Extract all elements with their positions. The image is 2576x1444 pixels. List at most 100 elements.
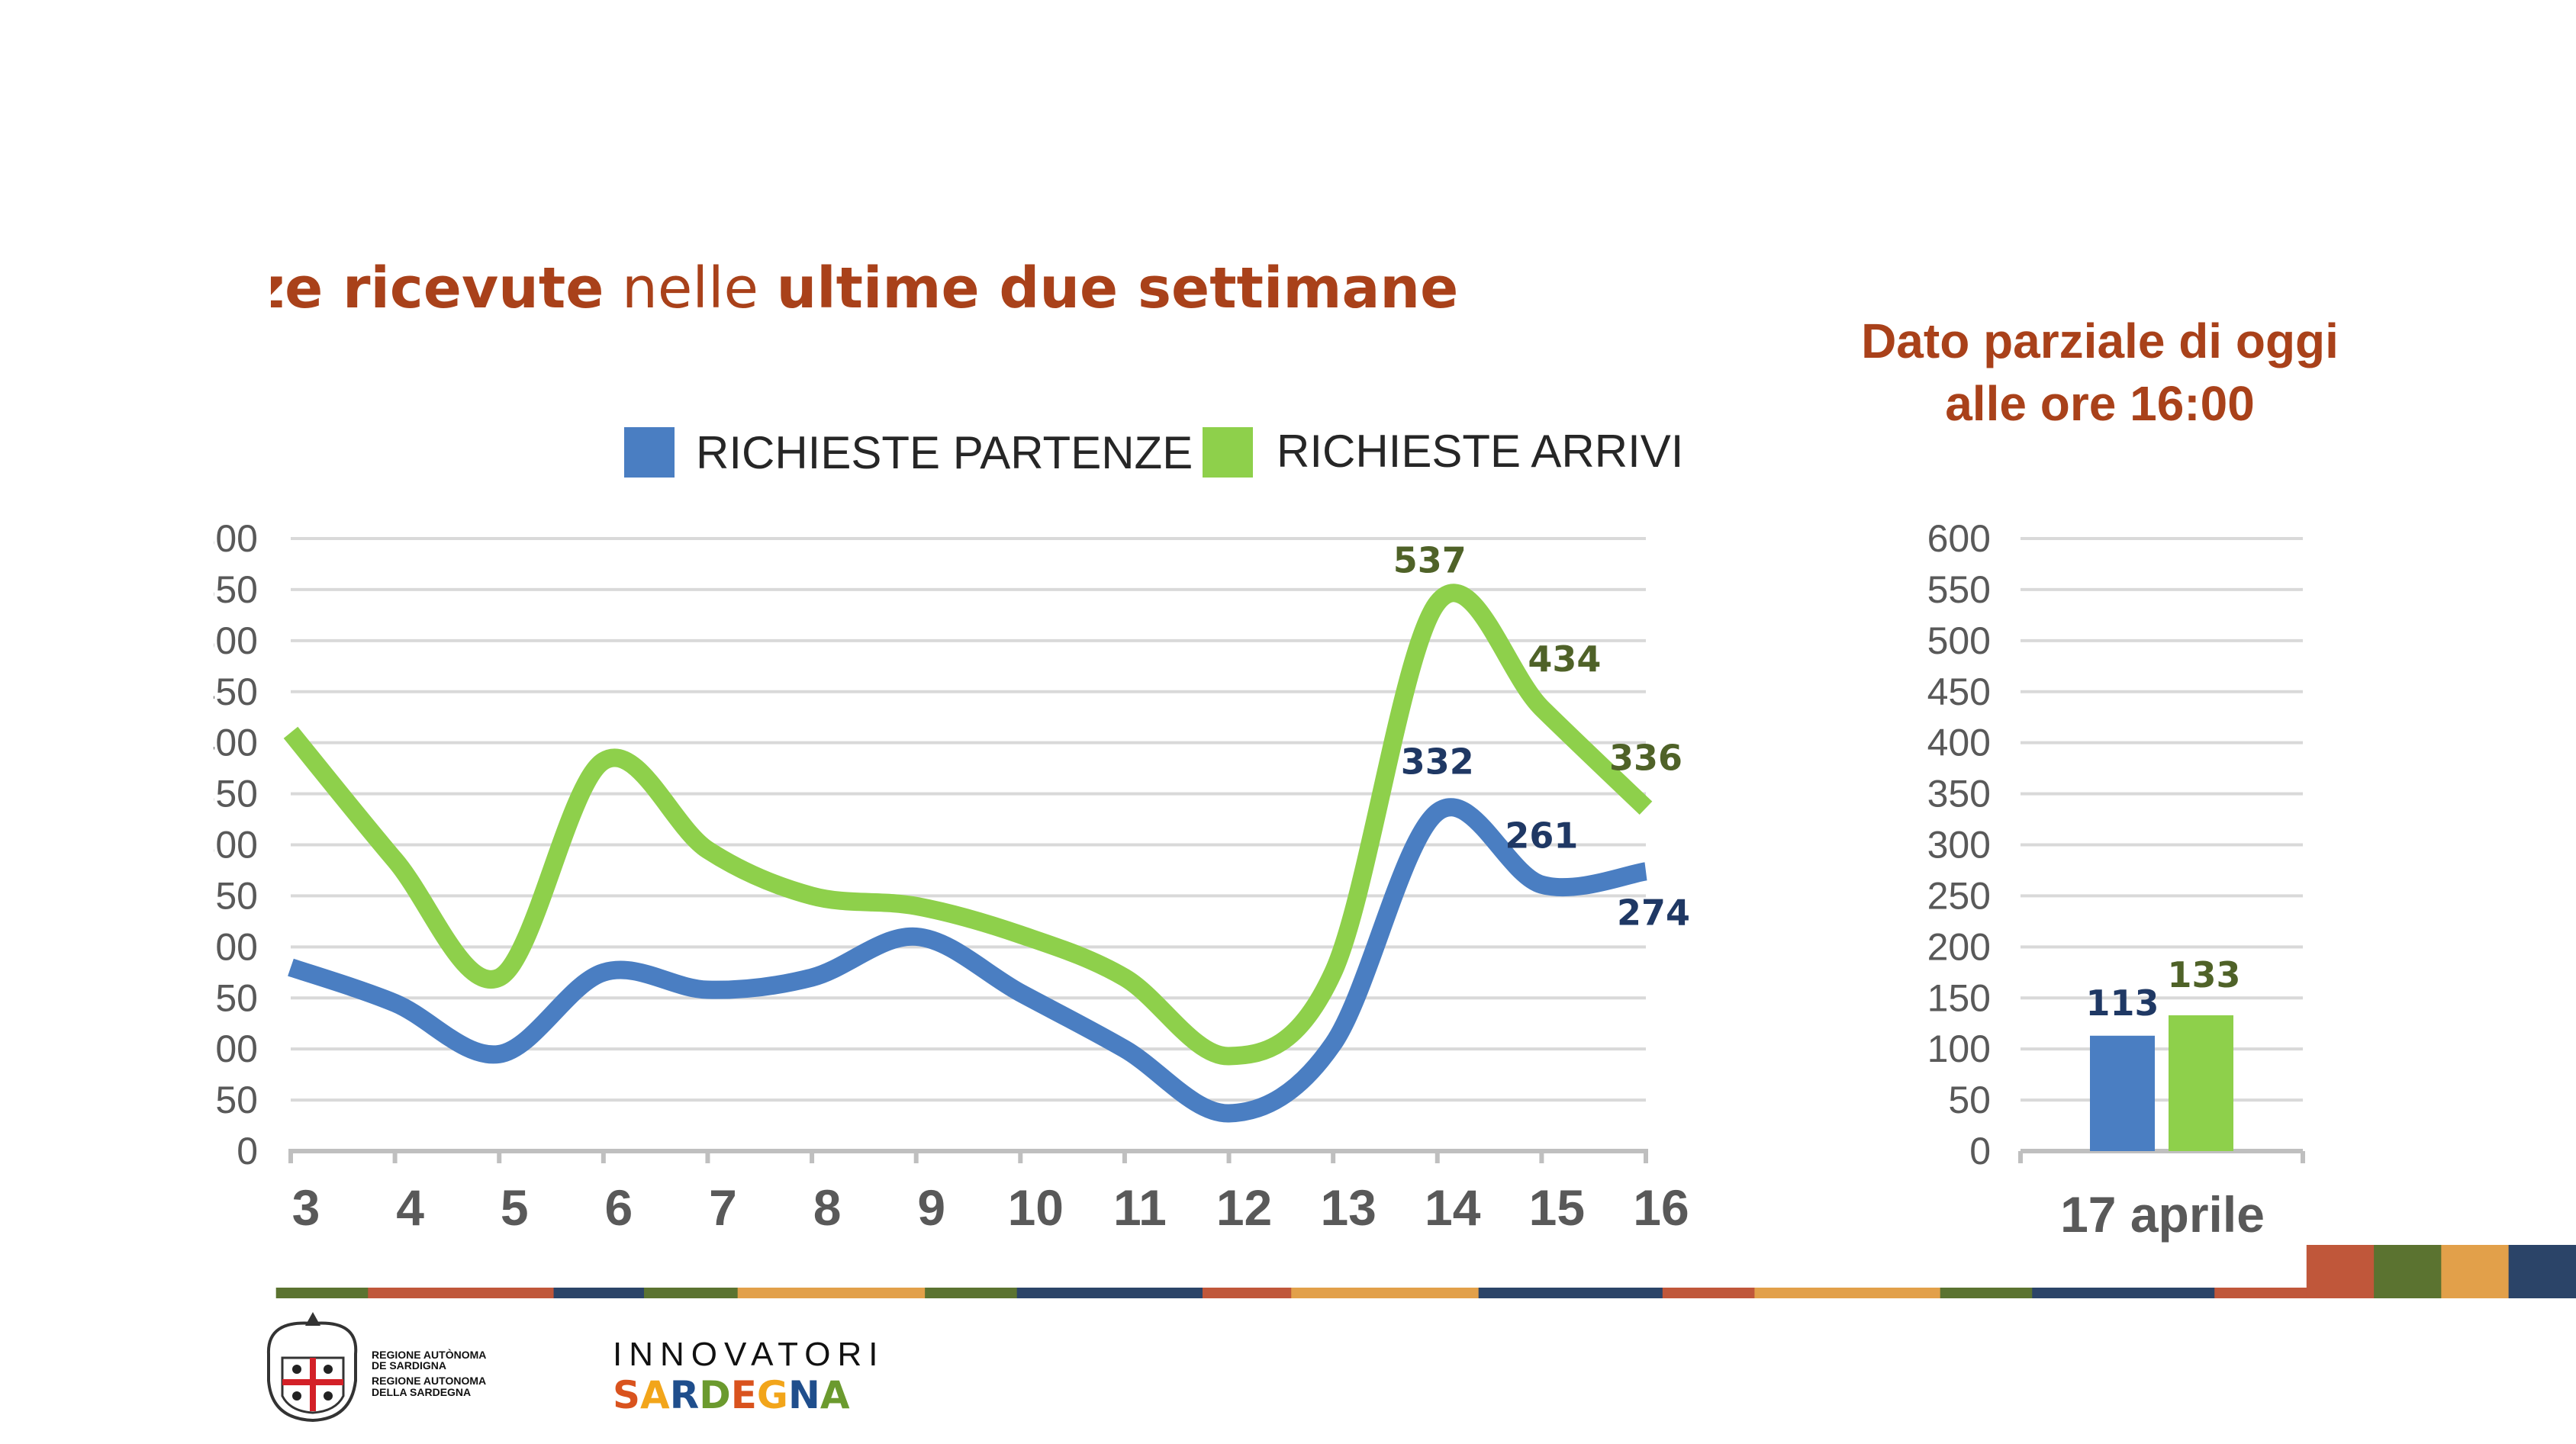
legend: RICHIESTE PARTENZE RICHIESTE ARRIVI — [624, 426, 1683, 478]
y-tick-label: 50 — [215, 1079, 258, 1121]
data-label: 332 — [1401, 741, 1474, 783]
y-tick-label: 600 — [1927, 517, 1991, 560]
x-tick-label: 3 — [292, 1179, 320, 1236]
legend-label-arrivi: RICHIESTE ARRIVI — [1277, 426, 1683, 477]
y-tick-label: 300 — [1927, 824, 1991, 867]
footer-color-stripe — [275, 1245, 2576, 1298]
y-tick-label: 250 — [1927, 874, 1991, 917]
sardegna-wordmark: SARDEGNA — [613, 1373, 850, 1417]
y-tick-label: 400 — [195, 722, 258, 764]
y-tick-label: 100 — [1927, 1028, 1991, 1070]
regione-sardegna-logo: REGIONE AUTÒNOMA DE SARDIGNA REGIONE AUT… — [266, 1312, 486, 1423]
region-name-line: REGIONE AUTONOMA — [372, 1375, 486, 1387]
bar-partenze — [2090, 1035, 2155, 1151]
x-tick-label: 10 — [1008, 1179, 1064, 1236]
sardegna-letter: A — [640, 1373, 670, 1417]
y-tick-label: 400 — [1927, 722, 1991, 764]
sardegna-letter: D — [699, 1373, 731, 1417]
x-tick-label: 11 — [1113, 1179, 1167, 1236]
x-tick-label: 9 — [917, 1179, 945, 1236]
data-label: 261 — [1505, 815, 1578, 857]
title-bold-period: ultime due settimane — [777, 256, 1459, 321]
y-tick-label: 550 — [1927, 568, 1991, 611]
stripe-segment — [1754, 1288, 1941, 1298]
y-tick-label: 100 — [195, 1028, 258, 1070]
corner-square — [2508, 1245, 2576, 1298]
sardegna-letter: G — [757, 1373, 788, 1417]
stripe-segment — [2032, 1288, 2216, 1298]
series-arrivi-line — [283, 584, 1653, 1066]
region-name-line: DE SARDIGNA — [372, 1359, 446, 1372]
region-name-line: REGIONE AUTÒNOMA — [372, 1348, 486, 1361]
innovatori-wordmark: INNOVATORI — [613, 1336, 884, 1373]
data-label: 133 — [2167, 954, 2240, 995]
y-tick-label: 500 — [195, 619, 258, 662]
x-tick-label: 16 — [1633, 1179, 1689, 1236]
y-tick-label: 200 — [195, 925, 258, 968]
y-tick-label: 550 — [195, 568, 258, 611]
sardegna-letter: A — [820, 1373, 850, 1417]
y-tick-label: 350 — [195, 773, 258, 815]
x-tick-label: 12 — [1216, 1179, 1272, 1236]
svg-text:ze ricevute nelle ultime due s: ze ricevute nelle ultime due settimane — [252, 256, 1458, 321]
stripe-segment — [1202, 1288, 1293, 1298]
x-tick-label: 13 — [1320, 1179, 1376, 1236]
data-label: 537 — [1393, 539, 1467, 580]
sardegna-letter: S — [613, 1373, 640, 1417]
corner-square — [2441, 1245, 2510, 1298]
partial-data-title: Dato parziale di oggi — [1861, 314, 2339, 368]
stripe-segment — [368, 1288, 555, 1298]
y-tick-label: 150 — [195, 976, 258, 1019]
legend-swatch-partenze — [624, 427, 675, 478]
stripe-segment — [553, 1288, 645, 1298]
stripe-segment — [1662, 1288, 1756, 1298]
stripe-segment — [2214, 1288, 2307, 1298]
slide-title: ze ricevute nelle ultime due settimane — [252, 256, 1458, 321]
stripe-segment — [1291, 1288, 1480, 1298]
y-tick-label: 0 — [237, 1130, 258, 1172]
stripe-segment — [275, 1288, 369, 1298]
x-tick-label: 7 — [709, 1179, 737, 1236]
legend-label-partenze: RICHIESTE PARTENZE — [696, 427, 1193, 478]
stripe-segment — [925, 1288, 1018, 1298]
x-tick-label: 17 aprile — [2060, 1186, 2265, 1243]
data-label: 274 — [1617, 892, 1690, 933]
corner-square — [2374, 1245, 2442, 1298]
legend-swatch-arrivi — [1203, 427, 1253, 478]
title-nelle: nelle — [604, 256, 776, 321]
y-tick-label: 300 — [195, 824, 258, 867]
stripe-segment — [1478, 1288, 1663, 1298]
y-tick-label: 450 — [195, 671, 258, 713]
corner-square — [2306, 1245, 2375, 1298]
sardegna-letter: R — [670, 1373, 700, 1417]
x-tick-label: 15 — [1529, 1179, 1585, 1236]
x-tick-label: 5 — [501, 1179, 529, 1236]
sardegna-letter: E — [731, 1373, 757, 1417]
partial-data-time: alle ore 16:00 — [1945, 376, 2255, 431]
x-tick-label: 4 — [396, 1179, 424, 1236]
sardegna-letter: N — [788, 1373, 820, 1417]
series-partenze-line — [288, 798, 1648, 1123]
y-tick-label: 250 — [195, 874, 258, 917]
y-tick-label: 150 — [1927, 976, 1991, 1019]
y-tick-label: 350 — [1927, 773, 1991, 815]
x-tick-label: 8 — [813, 1179, 842, 1236]
y-tick-label: 200 — [1927, 925, 1991, 968]
coat-of-arms-icon — [266, 1312, 358, 1423]
bar-arrivi — [2169, 1015, 2233, 1151]
x-tick-label: 6 — [604, 1179, 633, 1236]
stripe-segment — [643, 1288, 739, 1298]
x-tick-label: 14 — [1425, 1179, 1481, 1236]
data-label: 336 — [1609, 737, 1682, 778]
stripe-segment — [737, 1288, 926, 1298]
y-tick-label: 500 — [1927, 619, 1991, 662]
stripe-segment — [1016, 1288, 1203, 1298]
y-tick-label: 50 — [1948, 1079, 1991, 1121]
title-bold-ricevute: ricevute — [343, 256, 604, 321]
title-fragment: ze — [252, 256, 343, 321]
y-tick-label: 0 — [1969, 1130, 1991, 1172]
innovatori-sardegna-logo: INNOVATORI SARDEGNA — [613, 1336, 884, 1417]
